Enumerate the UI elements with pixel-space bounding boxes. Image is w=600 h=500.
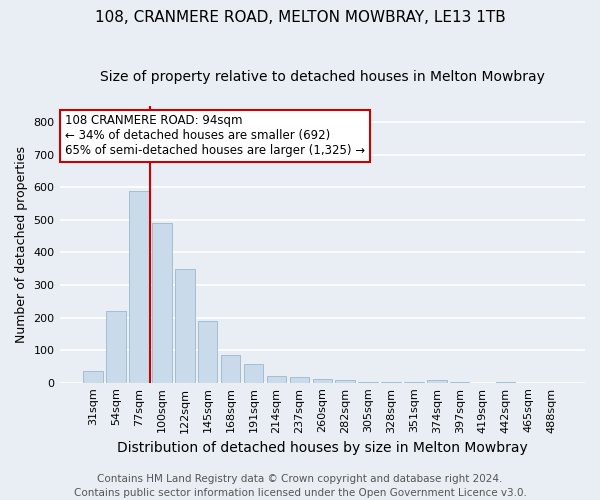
Bar bbox=[106, 311, 126, 382]
Bar bbox=[427, 380, 446, 382]
Bar bbox=[313, 380, 332, 382]
Y-axis label: Number of detached properties: Number of detached properties bbox=[15, 146, 28, 343]
Bar bbox=[335, 380, 355, 382]
Text: 108 CRANMERE ROAD: 94sqm
← 34% of detached houses are smaller (692)
65% of semi-: 108 CRANMERE ROAD: 94sqm ← 34% of detach… bbox=[65, 114, 365, 158]
Bar bbox=[198, 321, 217, 382]
X-axis label: Distribution of detached houses by size in Melton Mowbray: Distribution of detached houses by size … bbox=[117, 441, 527, 455]
Text: Contains HM Land Registry data © Crown copyright and database right 2024.
Contai: Contains HM Land Registry data © Crown c… bbox=[74, 474, 526, 498]
Bar bbox=[244, 364, 263, 382]
Bar bbox=[152, 223, 172, 382]
Bar bbox=[175, 269, 194, 382]
Bar bbox=[83, 372, 103, 382]
Bar bbox=[290, 377, 309, 382]
Bar bbox=[129, 190, 149, 382]
Text: 108, CRANMERE ROAD, MELTON MOWBRAY, LE13 1TB: 108, CRANMERE ROAD, MELTON MOWBRAY, LE13… bbox=[95, 10, 505, 25]
Title: Size of property relative to detached houses in Melton Mowbray: Size of property relative to detached ho… bbox=[100, 70, 545, 84]
Bar bbox=[267, 376, 286, 382]
Bar bbox=[221, 355, 241, 382]
